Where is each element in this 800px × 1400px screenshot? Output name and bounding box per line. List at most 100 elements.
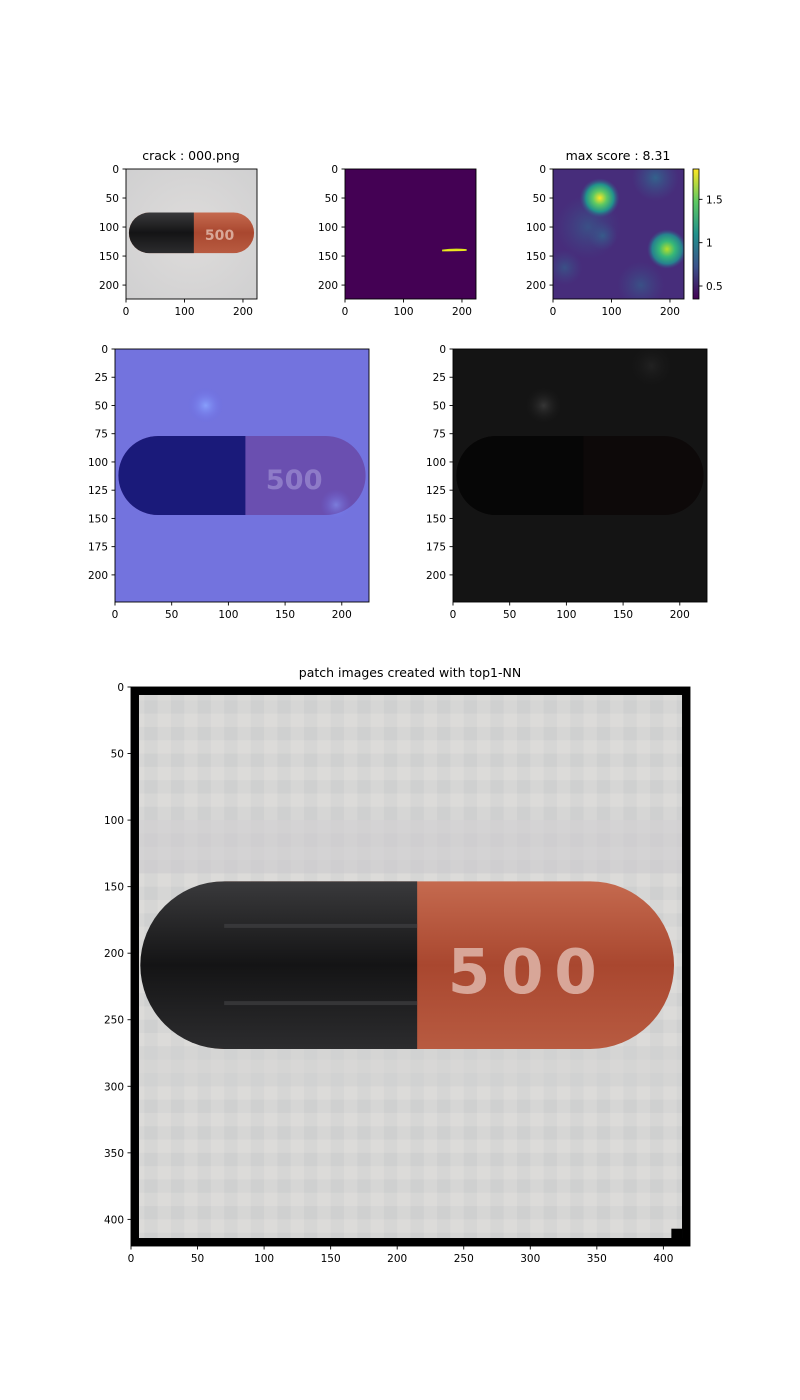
axes-frame-score <box>552 168 685 300</box>
y-tick-label-masked: 200 <box>426 570 446 582</box>
x-tick-label-masked: 150 <box>613 609 633 621</box>
x-tick-label-masked: 50 <box>503 609 516 621</box>
x-tick-label-mask: 200 <box>452 306 472 318</box>
y-tick-label-score: 0 <box>539 164 546 176</box>
x-tick-label-patches: 350 <box>587 1253 607 1265</box>
y-tick-label-patches: 400 <box>104 1214 124 1226</box>
axes-frame-masked <box>452 348 708 603</box>
y-tick-label-patches: 0 <box>117 682 124 694</box>
y-tick-label-score: 50 <box>533 193 546 205</box>
y-tick-label-score: 100 <box>526 222 546 234</box>
x-tick-label-input: 200 <box>233 306 253 318</box>
y-tick-label-overlay: 150 <box>88 513 108 525</box>
x-tick-label-overlay: 50 <box>165 609 178 621</box>
input-capsule-image: 500 <box>126 169 257 299</box>
y-tick-label-patches: 100 <box>104 815 124 827</box>
panel-overlay: 500 <box>114 348 370 603</box>
x-tick-label-masked: 0 <box>450 609 457 621</box>
x-tick-label-overlay: 200 <box>332 609 352 621</box>
x-tick-label-patches: 100 <box>254 1253 274 1265</box>
x-tick-label-score: 0 <box>550 306 557 318</box>
panel-input: crack : 000.png 500 <box>125 148 258 300</box>
panel-title-score: max score : 8.31 <box>566 148 671 163</box>
x-tick-label-patches: 150 <box>321 1253 341 1265</box>
y-tick-label-masked: 50 <box>433 400 446 412</box>
overlay-capsule-print: 500 <box>266 465 323 496</box>
score-weighted-image <box>453 349 707 602</box>
y-tick-label-patches: 350 <box>104 1148 124 1160</box>
y-tick-label-mask: 200 <box>318 280 338 292</box>
panel-patches: patch images created with top1-NN 500 <box>130 665 691 1247</box>
x-tick-label-mask: 100 <box>393 306 413 318</box>
x-tick-label-masked: 200 <box>670 609 690 621</box>
y-tick-label-patches: 300 <box>104 1081 124 1093</box>
y-tick-label-overlay: 125 <box>88 485 108 497</box>
y-tick-label-input: 0 <box>112 164 119 176</box>
y-tick-label-mask: 150 <box>318 251 338 263</box>
y-tick-label-score: 200 <box>526 280 546 292</box>
colorbar-tick-label: 1 <box>706 238 713 250</box>
y-tick-label-patches: 50 <box>111 749 124 761</box>
panel-title-input: crack : 000.png <box>142 148 240 163</box>
x-tick-label-patches: 50 <box>191 1253 204 1265</box>
x-tick-label-patches: 300 <box>520 1253 540 1265</box>
y-tick-label-masked: 0 <box>439 344 446 356</box>
colorbar <box>692 168 700 300</box>
x-tick-label-score: 200 <box>660 306 680 318</box>
x-tick-label-input: 0 <box>123 306 130 318</box>
x-tick-label-overlay: 100 <box>218 609 238 621</box>
y-tick-label-overlay: 75 <box>95 429 108 441</box>
colorbar-gradient <box>692 168 700 300</box>
x-tick-label-input: 100 <box>174 306 194 318</box>
anomaly-score-map-image <box>553 169 684 299</box>
y-tick-label-overlay: 175 <box>88 542 108 554</box>
x-tick-label-mask: 0 <box>342 306 349 318</box>
y-tick-label-overlay: 25 <box>95 372 108 384</box>
y-tick-label-score: 150 <box>526 251 546 263</box>
y-tick-label-overlay: 50 <box>95 400 108 412</box>
y-tick-label-masked: 150 <box>426 513 446 525</box>
y-tick-label-input: 150 <box>99 251 119 263</box>
y-tick-label-masked: 175 <box>426 542 446 554</box>
y-tick-label-patches: 250 <box>104 1015 124 1027</box>
x-tick-label-patches: 0 <box>128 1253 135 1265</box>
panel-score: max score : 8.31 <box>552 148 700 300</box>
axes-frame-mask <box>344 168 477 300</box>
y-tick-label-overlay: 100 <box>88 457 108 469</box>
y-tick-label-mask: 100 <box>318 222 338 234</box>
y-tick-label-input: 100 <box>99 222 119 234</box>
heatmap-overlay-image: 500 <box>115 349 369 602</box>
x-tick-label-patches: 200 <box>387 1253 407 1265</box>
axes-frame-overlay <box>114 348 370 603</box>
mosaic-capsule-print: 500 <box>448 937 608 1008</box>
panel-masked <box>452 348 708 603</box>
colorbar-tick-label: 0.5 <box>706 281 723 293</box>
panel-mask <box>344 168 477 300</box>
axes-frame-patches <box>130 686 691 1247</box>
x-tick-label-masked: 100 <box>556 609 576 621</box>
x-tick-label-overlay: 150 <box>275 609 295 621</box>
x-tick-label-patches: 400 <box>653 1253 673 1265</box>
capsule-print: 500 <box>205 228 235 244</box>
y-tick-label-input: 200 <box>99 280 119 292</box>
y-tick-label-masked: 25 <box>433 372 446 384</box>
colorbar-tick-label: 1.5 <box>706 194 723 206</box>
y-tick-label-overlay: 200 <box>88 570 108 582</box>
x-tick-label-patches: 250 <box>454 1253 474 1265</box>
ground-truth-mask-image <box>345 169 476 299</box>
y-tick-label-patches: 150 <box>104 882 124 894</box>
y-tick-label-mask: 50 <box>325 193 338 205</box>
x-tick-label-score: 100 <box>601 306 621 318</box>
x-tick-label-overlay: 0 <box>112 609 119 621</box>
y-tick-label-overlay: 0 <box>101 344 108 356</box>
top1-nn-patch-mosaic-image: 500 <box>131 687 690 1246</box>
y-tick-label-input: 50 <box>106 193 119 205</box>
y-tick-label-masked: 125 <box>426 485 446 497</box>
y-tick-label-mask: 0 <box>331 164 338 176</box>
axes-frame-input <box>125 168 258 300</box>
y-tick-label-masked: 100 <box>426 457 446 469</box>
y-tick-label-patches: 200 <box>104 948 124 960</box>
panel-title-patches: patch images created with top1-NN <box>299 665 521 680</box>
